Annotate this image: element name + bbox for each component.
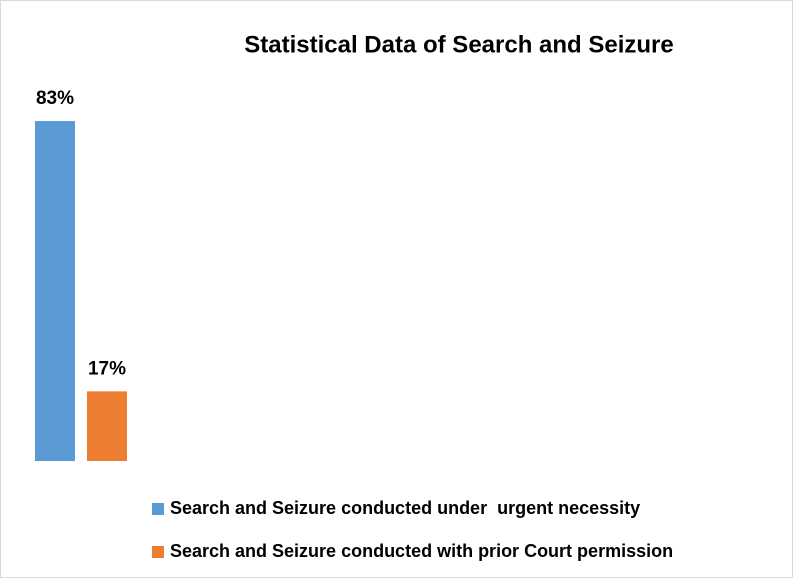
legend-label: Search and Seizure conducted under urgen… xyxy=(170,498,640,518)
bar xyxy=(87,391,127,461)
data-label: 83% xyxy=(36,88,74,109)
legend-swatch xyxy=(152,503,164,515)
legend-swatch xyxy=(152,546,164,558)
legend-label: Search and Seizure conducted with prior … xyxy=(170,541,673,561)
chart-title: Statistical Data of Search and Seizure xyxy=(244,31,673,58)
bar xyxy=(35,121,75,462)
data-label: 17% xyxy=(88,358,126,379)
